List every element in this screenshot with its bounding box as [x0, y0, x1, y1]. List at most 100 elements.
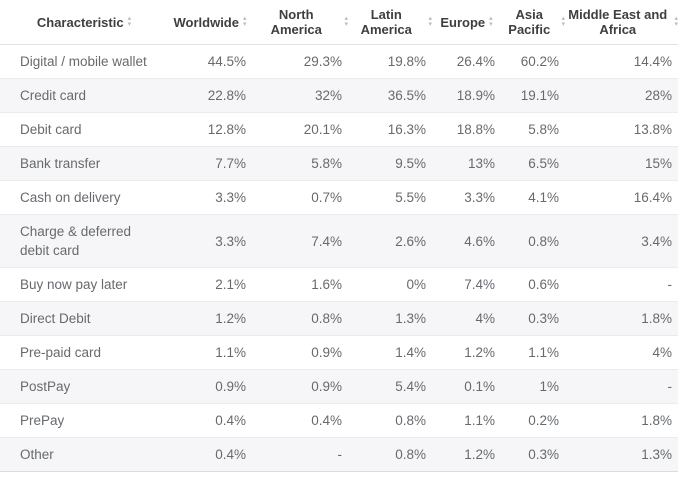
- value-cell-latin-america: 0.8%: [348, 437, 432, 472]
- value-cell-europe: 1.2%: [432, 335, 501, 370]
- value-cell-asia-pacific: 6.5%: [501, 146, 565, 181]
- value-cell-north-america: 20.1%: [252, 112, 348, 147]
- value-cell-worldwide: 3.3%: [168, 180, 252, 215]
- column-header-inner: Worldwide ▴ ▾: [168, 15, 252, 30]
- column-header-label: Europe: [440, 14, 486, 30]
- row-label-cell: PrePay: [0, 403, 168, 438]
- value-cell-north-america: 29.3%: [252, 44, 348, 79]
- table-row: Charge & deferred debit card 3.3% 7.4% 2.6%…: [0, 214, 678, 268]
- table-header: Characteristic ▴ ▾ Worldwide ▴ ▾ North America…: [0, 0, 678, 45]
- value-cell-europe: 4.6%: [432, 214, 501, 268]
- table-row: Buy now pay later 2.1% 1.6% 0% 7.4% 0.6% -: [0, 267, 678, 302]
- sort-icon[interactable]: ▴ ▾: [128, 15, 132, 28]
- value-cell-middle-east-africa: 1.3%: [565, 437, 678, 472]
- value-cell-asia-pacific: 1%: [501, 369, 565, 404]
- value-cell-north-america: 0.8%: [252, 301, 348, 336]
- row-label-cell: Other: [0, 437, 168, 472]
- sort-icon[interactable]: ▴ ▾: [428, 15, 432, 28]
- row-label-cell: Cash on delivery: [0, 180, 168, 215]
- value-cell-latin-america: 5.4%: [348, 369, 432, 404]
- sort-up-icon: ▴: [489, 15, 493, 22]
- row-label-cell: Debit card: [0, 112, 168, 147]
- value-cell-latin-america: 1.4%: [348, 335, 432, 370]
- header-row: Characteristic ▴ ▾ Worldwide ▴ ▾ North America…: [0, 0, 678, 45]
- row-label-cell: PostPay: [0, 369, 168, 404]
- value-cell-asia-pacific: 0.6%: [501, 267, 565, 302]
- value-cell-latin-america: 0.8%: [348, 403, 432, 438]
- column-header-characteristic[interactable]: Characteristic ▴ ▾: [0, 0, 168, 45]
- value-cell-latin-america: 36.5%: [348, 78, 432, 113]
- value-cell-middle-east-africa: 14.4%: [565, 44, 678, 79]
- value-cell-europe: 1.1%: [432, 403, 501, 438]
- column-header-inner: Europe ▴ ▾: [432, 15, 501, 30]
- value-cell-north-america: 0.9%: [252, 335, 348, 370]
- column-header-inner: Middle East and Africa ▴ ▾: [565, 7, 678, 37]
- column-header-label: Worldwide: [173, 14, 239, 30]
- column-header-inner: Characteristic ▴ ▾: [0, 15, 168, 30]
- value-cell-europe: 18.9%: [432, 78, 501, 113]
- value-cell-middle-east-africa: 13.8%: [565, 112, 678, 147]
- table-row: Bank transfer 7.7% 5.8% 9.5% 13% 6.5% 15%: [0, 146, 678, 181]
- value-cell-worldwide: 0.4%: [168, 437, 252, 472]
- value-cell-latin-america: 19.8%: [348, 44, 432, 79]
- value-cell-europe: 4%: [432, 301, 501, 336]
- column-header-middle-east-africa[interactable]: Middle East and Africa ▴ ▾: [565, 0, 678, 45]
- value-cell-asia-pacific: 5.8%: [501, 112, 565, 147]
- value-cell-worldwide: 1.1%: [168, 335, 252, 370]
- value-cell-asia-pacific: 0.3%: [501, 301, 565, 336]
- column-header-europe[interactable]: Europe ▴ ▾: [432, 0, 501, 45]
- data-table: Characteristic ▴ ▾ Worldwide ▴ ▾ North America…: [0, 0, 678, 472]
- value-cell-north-america: 0.9%: [252, 369, 348, 404]
- row-label-cell: Buy now pay later: [0, 267, 168, 302]
- column-header-inner: Latin America ▴ ▾: [348, 7, 432, 37]
- value-cell-asia-pacific: 0.3%: [501, 437, 565, 472]
- value-cell-europe: 0.1%: [432, 369, 501, 404]
- sort-down-icon: ▾: [561, 21, 565, 28]
- value-cell-north-america: 1.6%: [252, 267, 348, 302]
- value-cell-latin-america: 9.5%: [348, 146, 432, 181]
- sort-down-icon: ▾: [428, 21, 432, 28]
- value-cell-worldwide: 0.4%: [168, 403, 252, 438]
- column-header-label: Asia Pacific: [508, 7, 551, 37]
- value-cell-latin-america: 5.5%: [348, 180, 432, 215]
- value-cell-europe: 7.4%: [432, 267, 501, 302]
- value-cell-middle-east-africa: -: [565, 369, 678, 404]
- value-cell-asia-pacific: 4.1%: [501, 180, 565, 215]
- value-cell-worldwide: 22.8%: [168, 78, 252, 113]
- sort-icon[interactable]: ▴ ▾: [561, 15, 565, 28]
- value-cell-north-america: 0.7%: [252, 180, 348, 215]
- sort-up-icon: ▴: [344, 15, 348, 22]
- value-cell-europe: 26.4%: [432, 44, 501, 79]
- value-cell-middle-east-africa: 1.8%: [565, 403, 678, 438]
- column-header-asia-pacific[interactable]: Asia Pacific ▴ ▾: [501, 0, 565, 45]
- table-row: Other 0.4% -0.8% 1.2% 0.3% 1.3%: [0, 437, 678, 472]
- table-row: Digital / mobile wallet 44.5% 29.3% 19.8% 26…: [0, 44, 678, 79]
- value-cell-worldwide: 3.3%: [168, 214, 252, 268]
- value-cell-europe: 18.8%: [432, 112, 501, 147]
- column-header-latin-america[interactable]: Latin America ▴ ▾: [348, 0, 432, 45]
- table-row: PrePay 0.4% 0.4% 0.8% 1.1% 0.2% 1.8%: [0, 403, 678, 438]
- column-header-north-america[interactable]: North America ▴ ▾: [252, 0, 348, 45]
- payment-methods-table: Characteristic ▴ ▾ Worldwide ▴ ▾ North America…: [0, 0, 678, 472]
- table-row: Cash on delivery 3.3% 0.7% 5.5% 3.3% 4.1% 16.4…: [0, 180, 678, 215]
- column-header-worldwide[interactable]: Worldwide ▴ ▾: [168, 0, 252, 45]
- table-row: Direct Debit 1.2% 0.8% 1.3% 4% 0.3% 1.8%: [0, 301, 678, 336]
- value-cell-asia-pacific: 1.1%: [501, 335, 565, 370]
- sort-down-icon: ▾: [489, 21, 493, 28]
- value-cell-asia-pacific: 0.2%: [501, 403, 565, 438]
- sort-icon[interactable]: ▴ ▾: [344, 15, 348, 28]
- sort-down-icon: ▾: [242, 21, 247, 28]
- row-label-cell: Credit card: [0, 78, 168, 113]
- sort-icon[interactable]: ▴ ▾: [489, 15, 493, 28]
- sort-icon[interactable]: ▴ ▾: [674, 15, 678, 28]
- value-cell-middle-east-africa: 1.8%: [565, 301, 678, 336]
- sort-up-icon: ▴: [242, 15, 247, 22]
- sort-down-icon: ▾: [344, 21, 348, 28]
- column-header-label: Characteristic: [36, 14, 124, 30]
- sort-down-icon: ▾: [674, 21, 678, 28]
- value-cell-middle-east-africa: -: [565, 267, 678, 302]
- value-cell-worldwide: 0.9%: [168, 369, 252, 404]
- row-label-cell: Pre-paid card: [0, 335, 168, 370]
- value-cell-worldwide: 7.7%: [168, 146, 252, 181]
- sort-icon[interactable]: ▴ ▾: [242, 15, 247, 28]
